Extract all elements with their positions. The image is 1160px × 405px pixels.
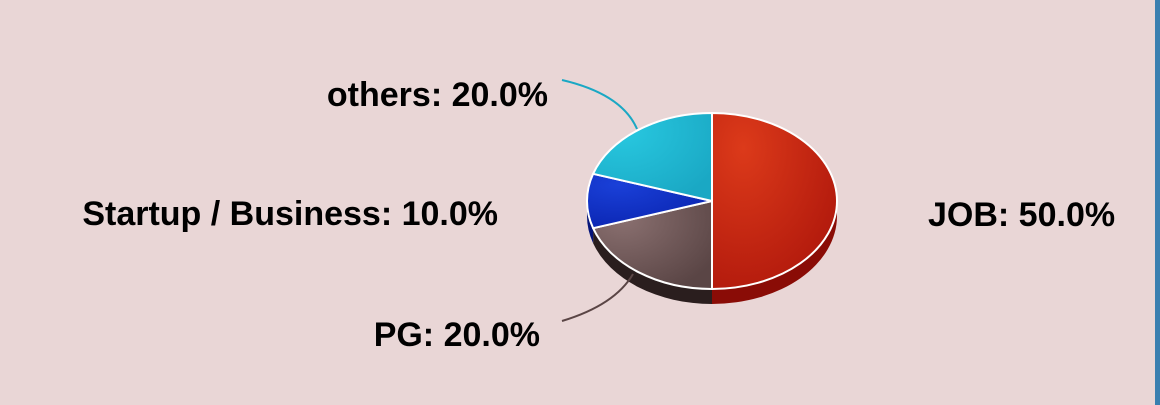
leader-line-others (561, 79, 638, 130)
slice-job (711, 112, 838, 290)
slice-side-pg (593, 228, 712, 304)
slice-startup-business (586, 172, 713, 230)
label-startup-business: Startup / Business: 10.0% (82, 195, 498, 233)
leader-line-pg (561, 273, 634, 322)
slice-side-job (712, 201, 837, 304)
label-others: others: 20.0% (327, 76, 548, 114)
label-job: JOB: 50.0% (928, 196, 1115, 234)
label-pg: PG: 20.0% (374, 316, 540, 354)
slice-others (592, 112, 713, 202)
window-edge (1155, 0, 1160, 405)
leader-lines (561, 79, 638, 322)
pie-top-layer (586, 112, 838, 290)
slice-pg (592, 200, 713, 290)
slice-labels: JOB: 50.0% PG: 20.0% Startup / Business: 1… (82, 76, 1115, 354)
